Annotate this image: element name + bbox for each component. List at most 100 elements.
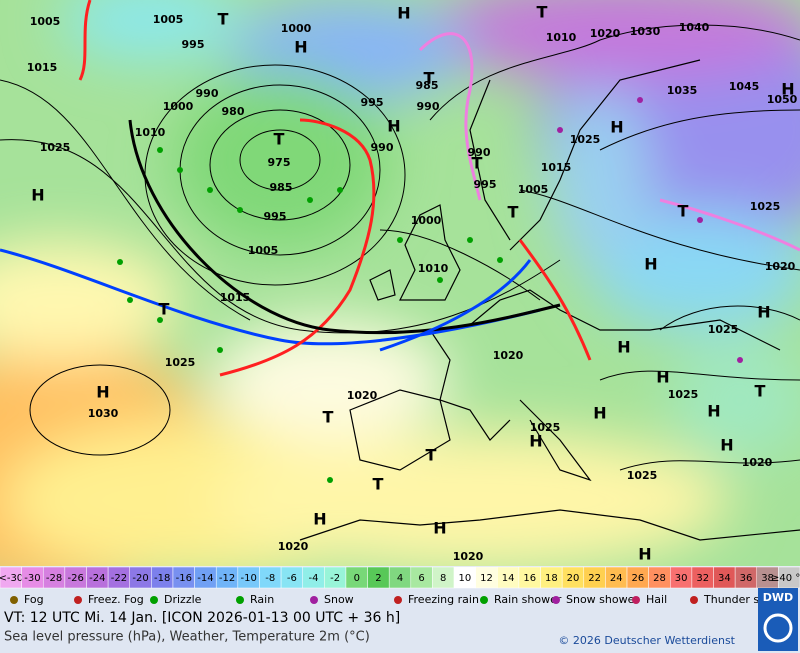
scale-label: 16 [523,573,536,584]
isobar-label: 1020 [590,27,621,40]
isobar-label: 1030 [88,407,119,420]
scale-label: -18 [154,573,170,584]
temperature-field [0,0,800,600]
isobar-label: 1035 [667,84,698,97]
isobar-label: 1000 [281,22,312,35]
scale-label: -4 [309,573,319,584]
pressure-center: H [433,519,446,538]
scale-label: 34 [718,573,731,584]
pressure-center: H [720,436,733,455]
legend-icon [236,596,244,604]
description: Sea level pressure (hPa), Weather, Tempe… [4,630,370,645]
temperature-scale: <-30 -30 -28 -26 -24 -22 -20 -18 -16 -14 -12 -10 -8-… [0,566,800,589]
map-labels: 1005 100599510009909801000101010259759859… [27,3,798,564]
legend-icon [394,596,402,604]
scale-label: -14 [197,573,213,584]
legend-label: Rain shower [494,593,562,606]
isobar-label: 1020 [278,540,309,553]
scale-label: -2 [330,573,340,584]
pressure-center: T [274,130,285,149]
pressure-center: H [644,255,657,274]
pressure-center: T [218,10,229,29]
legend-label: Rain [250,593,274,606]
scale-label: -16 [176,573,192,584]
isobar-label: 1025 [40,141,71,154]
pressure-center: T [424,69,435,88]
pressure-center: H [593,404,606,423]
scale-label: -20 [132,573,148,584]
fronts [0,0,800,377]
isobar-label: 990 [196,87,219,100]
pressure-center: H [656,368,669,387]
legend-label: Freez. Fog [88,593,144,606]
isobar-label: 1045 [729,80,760,93]
pressure-center: H [529,432,542,451]
isobar-label: 1005 [30,15,61,28]
pressure-center: H [96,383,109,402]
isobar-label: 1025 [165,356,196,369]
scale-label: 2 [375,573,381,584]
scale-label: <-30 [0,573,23,584]
isobar-label: 995 [361,96,384,109]
pressure-center: H [31,186,44,205]
precipitation-symbols [117,97,743,483]
isobar-label: 1020 [347,389,378,402]
legend-label: Snow shower [566,593,639,606]
isobar-label: 1030 [630,25,661,38]
legend-icon [74,596,82,604]
logo-swirl [763,613,793,643]
scale-label: 28 [653,573,666,584]
isobar-label: 1025 [627,469,658,482]
isobar-label: 995 [264,210,287,223]
valid-time: VT: 12 UTC Mi. 14 Jan. [ICON 2026-01-13 … [4,610,400,626]
pressure-center: T [508,203,519,222]
isobar-label: 1005 [248,244,279,257]
scale-label: -10 [240,573,256,584]
isobar-label: 975 [268,156,291,169]
pressure-center: H [294,38,307,57]
isobar-label: 1025 [750,200,781,213]
isobar-label: 990 [468,146,491,159]
scale-label: -22 [111,573,127,584]
isobar-label: 1050 [767,93,798,106]
isobar-label: 1005 [518,183,549,196]
scale-label: -8 [265,573,275,584]
isobar-label: 990 [371,141,394,154]
pressure-center: H [638,545,651,564]
legend-label: Hail [646,593,667,606]
legend-icon [480,596,488,604]
scale-label: ≥40 °C [771,573,800,584]
scale-label: 8 [440,573,446,584]
isobar-label: 1000 [411,214,442,227]
scale-label: 14 [502,573,515,584]
isobar-label: 1025 [668,388,699,401]
scale-label: -26 [68,573,84,584]
pressure-center: T [678,202,689,221]
pressure-center: H [387,117,400,136]
pressure-center: H [617,338,630,357]
legend-icon [552,596,560,604]
isobar-label: 995 [182,38,205,51]
pressure-center: T [426,446,437,465]
legend-icon [310,596,318,604]
scale-label: 0 [354,573,360,584]
pressure-center: H [707,402,720,421]
scale-label: 32 [696,573,709,584]
pressure-center: T [159,300,170,319]
copyright: © 2026 Deutscher Wetterdienst [558,634,735,647]
pressure-center: H [757,303,770,322]
pressure-center: T [472,154,483,173]
pressure-center: H [397,4,410,23]
legend-label: Fog [24,593,44,606]
legend-icon [690,596,698,604]
legend-label: Freezing rain [408,593,479,606]
scale-label: 12 [480,573,493,584]
isobar-label: 1025 [708,323,739,336]
pressure-center: T [537,3,548,22]
scale-label: -24 [89,573,105,584]
scale-label: 20 [567,573,580,584]
isobar-label: 1015 [27,61,58,74]
isobar-label: 1020 [493,349,524,362]
scale-label: -28 [46,573,62,584]
